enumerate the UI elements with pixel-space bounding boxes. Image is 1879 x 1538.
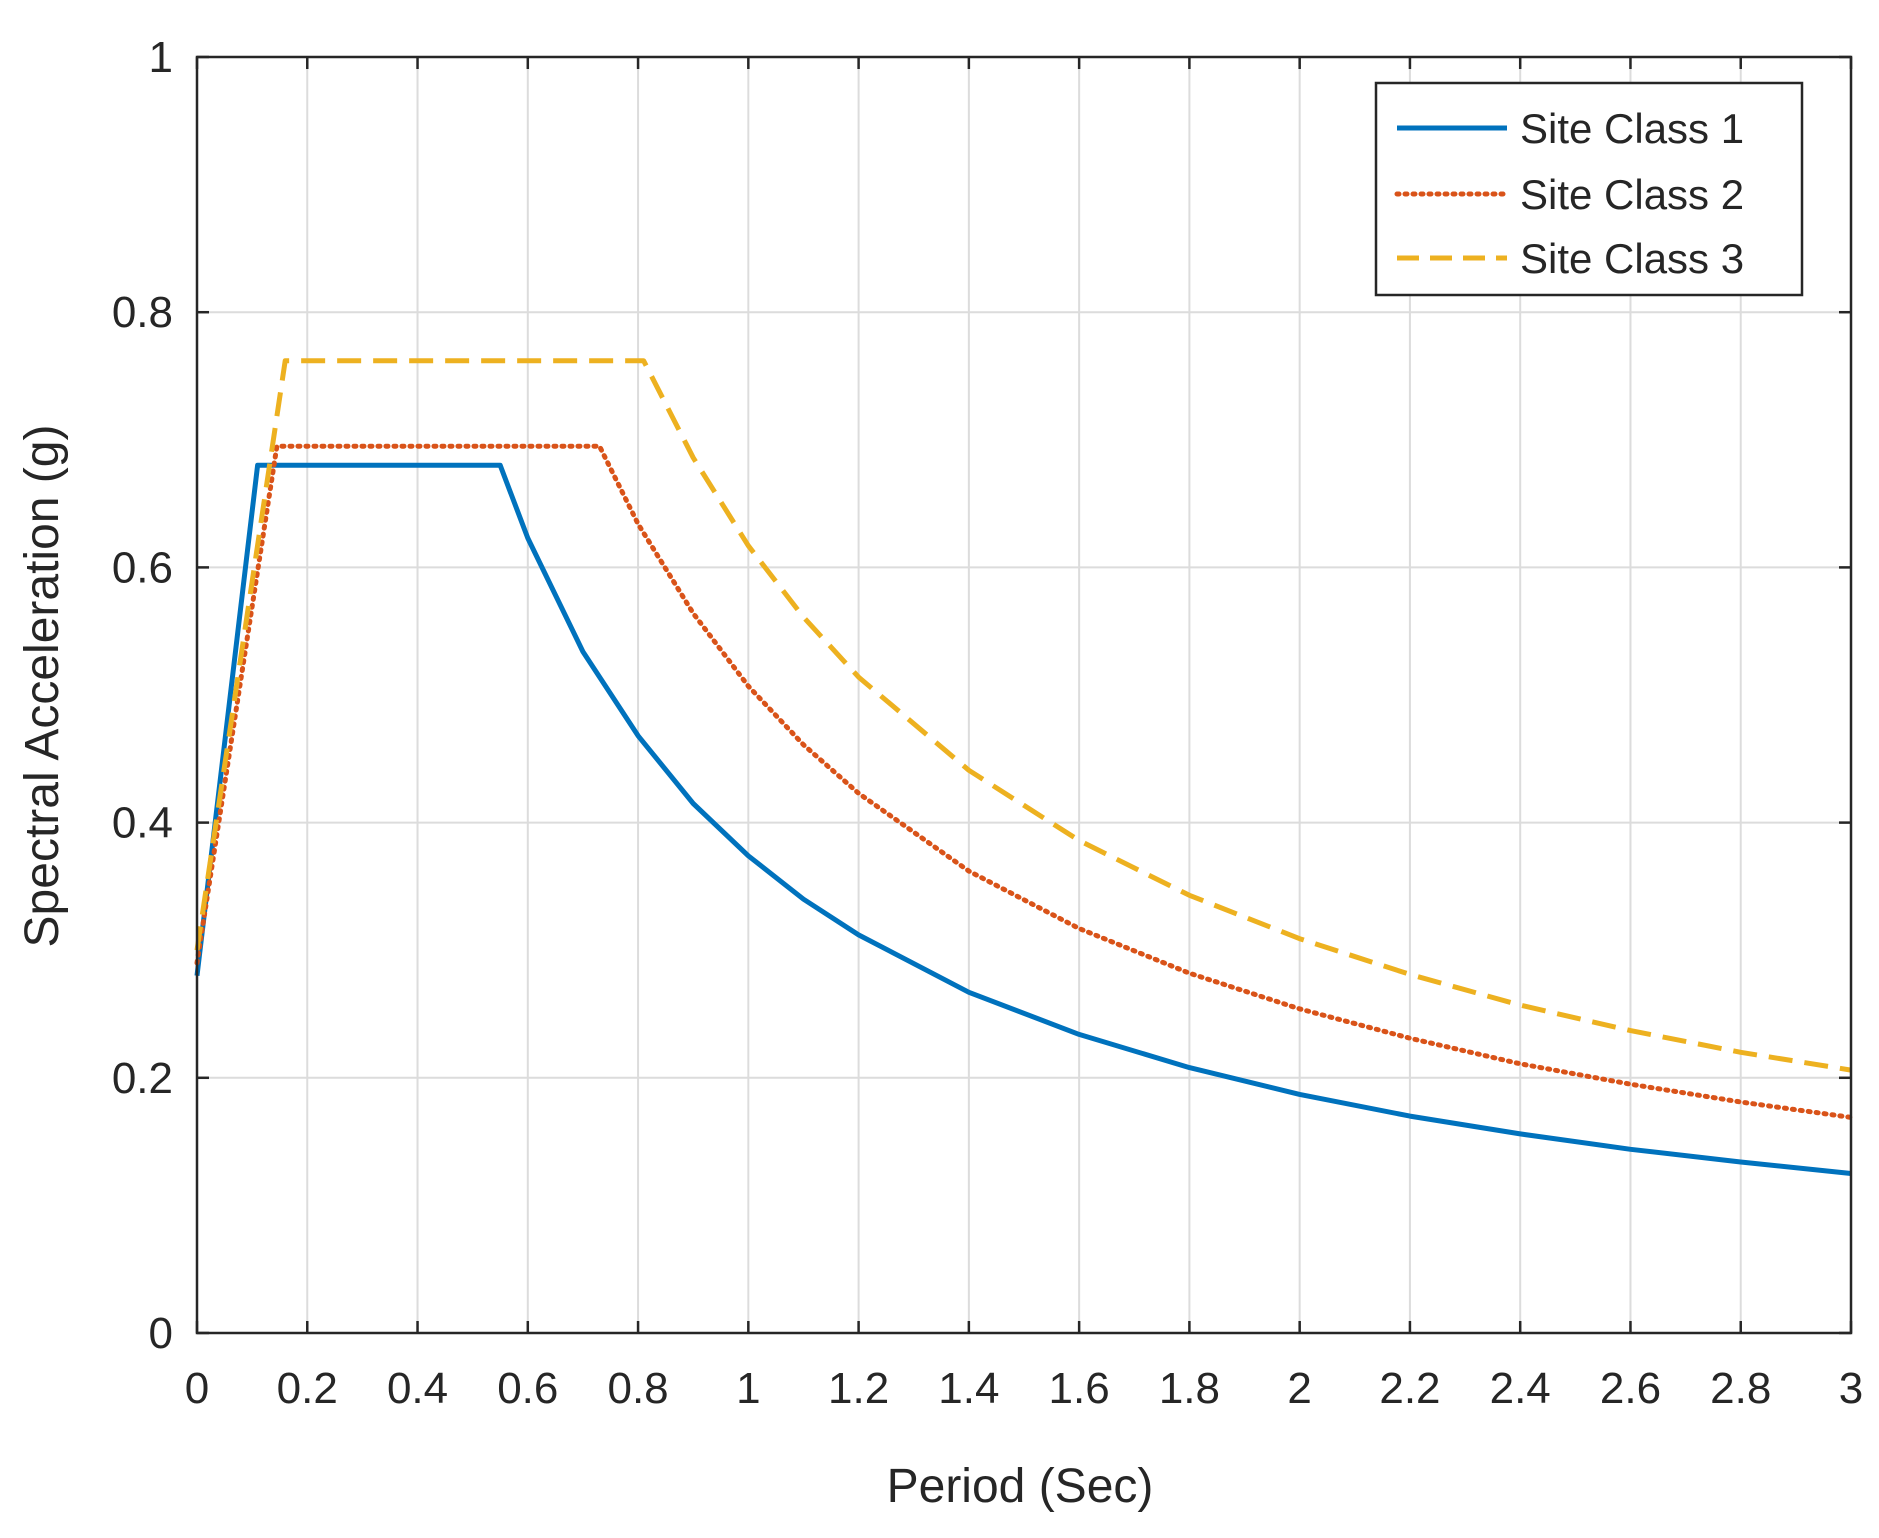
x-tick-label-0: 0 [185,1364,209,1413]
series-line-site-class-3 [194,358,1852,1073]
y-tick-label-0-8: 0.8 [112,288,173,337]
ticks-layer: 0 0.2 0.4 0.6 0.8 1 1.2 1.4 1.6 1.8 2 2.2 2.4 2.6 2.8 3… [112,33,1863,1413]
y-tick-label-1: 1 [149,33,173,82]
y-axis-label: Spectral Acceleration (g) [16,425,69,948]
series-line-site-class-1 [194,462,1852,1176]
x-tick-label-1: 1 [736,1364,760,1413]
x-tick-label-0-6: 0.6 [497,1364,558,1413]
x-tick-label-1-6: 1.6 [1049,1364,1110,1413]
x-tick-label-0-4: 0.4 [387,1364,448,1413]
legend: Site Class 1 Site Class 2 Site Class 3 [1374,81,1804,297]
series-line-site-class-2 [194,443,1854,1120]
x-tick-label-2-2: 2.2 [1379,1364,1440,1413]
x-tick-label-0-2: 0.2 [277,1364,338,1413]
y-tick-label-0-4: 0.4 [112,799,173,848]
x-tick-label-2-8: 2.8 [1710,1364,1771,1413]
x-tick-label-2-4: 2.4 [1490,1364,1551,1413]
plot-frame [195,55,1853,1335]
series-layer [194,358,1854,1176]
y-tick-label-0-2: 0.2 [112,1054,173,1103]
x-tick-label-1-2: 1.2 [828,1364,889,1413]
x-axis-label: Period (Sec) [887,1460,1154,1513]
x-tick-label-2: 2 [1287,1364,1311,1413]
legend-label-site-class-3: Site Class 3 [1520,235,1744,282]
x-tick-label-1-8: 1.8 [1159,1364,1220,1413]
x-tick-label-3: 3 [1839,1364,1863,1413]
x-tick-label-0-8: 0.8 [607,1364,668,1413]
axes-layer [195,55,1853,1335]
x-tick-label-1-4: 1.4 [938,1364,999,1413]
legend-label-site-class-2: Site Class 2 [1520,171,1744,218]
y-tick-label-0: 0 [149,1309,173,1358]
legend-label-site-class-1: Site Class 1 [1520,105,1744,152]
x-tick-label-2-6: 2.6 [1600,1364,1661,1413]
y-tick-label-0-6: 0.6 [112,543,173,592]
